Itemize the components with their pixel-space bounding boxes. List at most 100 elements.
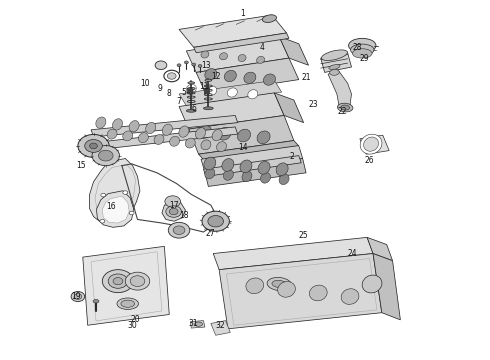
Text: 17: 17 (170, 201, 179, 210)
Ellipse shape (309, 285, 327, 301)
Ellipse shape (341, 105, 349, 110)
Polygon shape (373, 253, 400, 320)
Ellipse shape (223, 170, 233, 180)
Ellipse shape (227, 88, 237, 97)
Ellipse shape (202, 211, 229, 231)
Ellipse shape (224, 70, 236, 82)
Text: 30: 30 (128, 321, 138, 330)
Ellipse shape (238, 54, 246, 62)
Ellipse shape (238, 129, 250, 142)
Ellipse shape (261, 172, 270, 183)
Polygon shape (83, 246, 169, 325)
Text: 10: 10 (140, 79, 149, 88)
Ellipse shape (257, 56, 265, 63)
Ellipse shape (240, 160, 252, 173)
Ellipse shape (329, 64, 340, 69)
Polygon shape (179, 93, 284, 129)
Text: 16: 16 (106, 202, 116, 211)
Text: 20: 20 (130, 315, 140, 324)
Ellipse shape (162, 124, 172, 135)
Polygon shape (194, 33, 289, 53)
Ellipse shape (348, 39, 376, 53)
Polygon shape (196, 58, 299, 94)
Ellipse shape (186, 84, 196, 94)
Text: 27: 27 (206, 229, 216, 238)
Polygon shape (205, 158, 306, 186)
Polygon shape (187, 89, 193, 94)
Text: 24: 24 (348, 249, 357, 258)
Ellipse shape (129, 211, 134, 215)
Ellipse shape (203, 107, 213, 110)
Ellipse shape (341, 289, 359, 305)
Ellipse shape (93, 300, 99, 303)
Text: 32: 32 (216, 321, 225, 330)
Text: 2: 2 (289, 152, 294, 161)
Ellipse shape (267, 278, 292, 291)
Text: 26: 26 (365, 156, 374, 165)
Polygon shape (201, 145, 303, 172)
Ellipse shape (244, 72, 256, 84)
Polygon shape (367, 237, 392, 261)
Ellipse shape (100, 220, 105, 223)
Polygon shape (211, 320, 230, 335)
Text: 1: 1 (240, 9, 245, 18)
Text: 29: 29 (360, 54, 369, 63)
Ellipse shape (195, 322, 202, 326)
Polygon shape (213, 237, 373, 270)
Ellipse shape (138, 133, 148, 143)
Ellipse shape (101, 193, 106, 197)
Polygon shape (179, 15, 287, 47)
Ellipse shape (107, 129, 117, 139)
Text: 8: 8 (167, 89, 171, 98)
Ellipse shape (258, 161, 270, 174)
Ellipse shape (257, 131, 270, 144)
Text: 5: 5 (181, 87, 186, 96)
Ellipse shape (184, 61, 188, 64)
Ellipse shape (220, 53, 227, 60)
Text: 21: 21 (301, 73, 311, 82)
Ellipse shape (117, 298, 139, 310)
Ellipse shape (321, 50, 347, 60)
Polygon shape (179, 80, 282, 106)
Ellipse shape (130, 276, 145, 287)
Ellipse shape (169, 208, 178, 215)
Text: 12: 12 (211, 72, 220, 81)
Ellipse shape (146, 122, 156, 134)
Text: 11: 11 (199, 82, 208, 91)
Ellipse shape (166, 206, 181, 217)
Text: 6: 6 (191, 104, 196, 113)
Ellipse shape (108, 274, 128, 288)
Ellipse shape (204, 157, 216, 170)
Ellipse shape (85, 139, 102, 152)
Text: 31: 31 (189, 319, 198, 328)
Ellipse shape (330, 69, 339, 75)
Text: 19: 19 (72, 292, 81, 301)
Polygon shape (162, 202, 185, 221)
Polygon shape (97, 191, 134, 227)
Polygon shape (321, 53, 351, 72)
Ellipse shape (165, 196, 180, 207)
Polygon shape (102, 196, 129, 223)
Ellipse shape (352, 49, 372, 58)
Ellipse shape (170, 136, 180, 146)
Ellipse shape (74, 294, 82, 300)
Polygon shape (90, 158, 140, 224)
Ellipse shape (201, 140, 211, 150)
Ellipse shape (167, 73, 176, 79)
Text: 7: 7 (176, 96, 181, 105)
Ellipse shape (129, 121, 139, 132)
Ellipse shape (222, 158, 234, 171)
Ellipse shape (264, 74, 275, 85)
Polygon shape (204, 89, 210, 94)
Polygon shape (106, 127, 238, 148)
Polygon shape (274, 93, 304, 123)
Ellipse shape (350, 44, 374, 55)
Polygon shape (91, 116, 238, 137)
Ellipse shape (154, 135, 164, 144)
Polygon shape (279, 37, 309, 65)
Ellipse shape (198, 64, 202, 67)
Ellipse shape (168, 222, 190, 238)
Ellipse shape (207, 86, 217, 95)
Ellipse shape (123, 191, 128, 194)
Polygon shape (328, 71, 351, 109)
